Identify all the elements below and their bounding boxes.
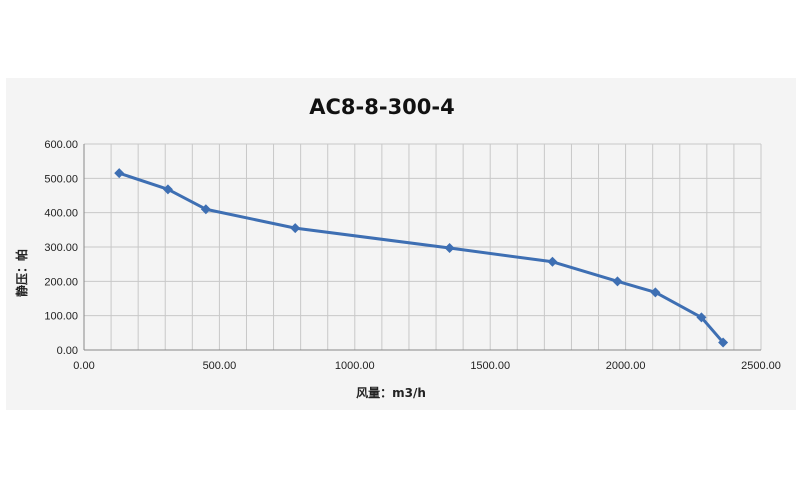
data-point-marker [650,287,661,298]
axes [83,144,761,351]
x-tick-label: 2000.00 [606,360,646,372]
x-tick-label: 1500.00 [470,360,510,372]
data-point-marker [696,312,707,323]
data-point-marker [162,184,173,195]
data-point-marker [114,168,125,179]
x-axis-ticks: 0.00 500.00 1000.00 1500.00 2000.00 2500.00 [73,360,781,372]
y-tick-label: 100.00 [44,311,78,323]
data-point-marker [612,276,623,287]
x-tick-label: 0.00 [73,360,94,372]
grid [83,143,762,351]
x-tick-label: 1000.00 [335,360,375,372]
data-point-marker [444,243,455,254]
y-tick-label: 500.00 [44,173,78,185]
x-tick-label: 500.00 [203,360,237,372]
x-axis-label: 风量：m3/h [356,386,426,400]
y-axis-ticks: 0.00 100.00 200.00 300.00 400.00 500.00 600.00 [44,139,78,357]
line-chart: AC8-8-300-4 0.00 500.00 1000.00 1500.00 2000… [14,95,781,400]
y-axis-label: 静压：帕 [14,249,29,297]
data-point-marker [718,337,729,348]
data-point-marker [290,223,301,234]
chart-title: AC8-8-300-4 [309,95,454,119]
x-tick-label: 2500.00 [741,360,781,372]
y-tick-label: 400.00 [44,208,78,220]
data-point-marker [200,204,211,215]
y-tick-label: 0.00 [57,345,78,357]
series-line [118,171,725,344]
series-group [114,168,729,348]
y-tick-label: 300.00 [44,242,78,254]
data-point-marker [547,256,558,267]
y-tick-label: 600.00 [44,139,78,151]
y-tick-label: 200.00 [44,276,78,288]
chart-panel: AC8-8-300-4 0.00 500.00 1000.00 1500.00 2000… [6,78,796,410]
